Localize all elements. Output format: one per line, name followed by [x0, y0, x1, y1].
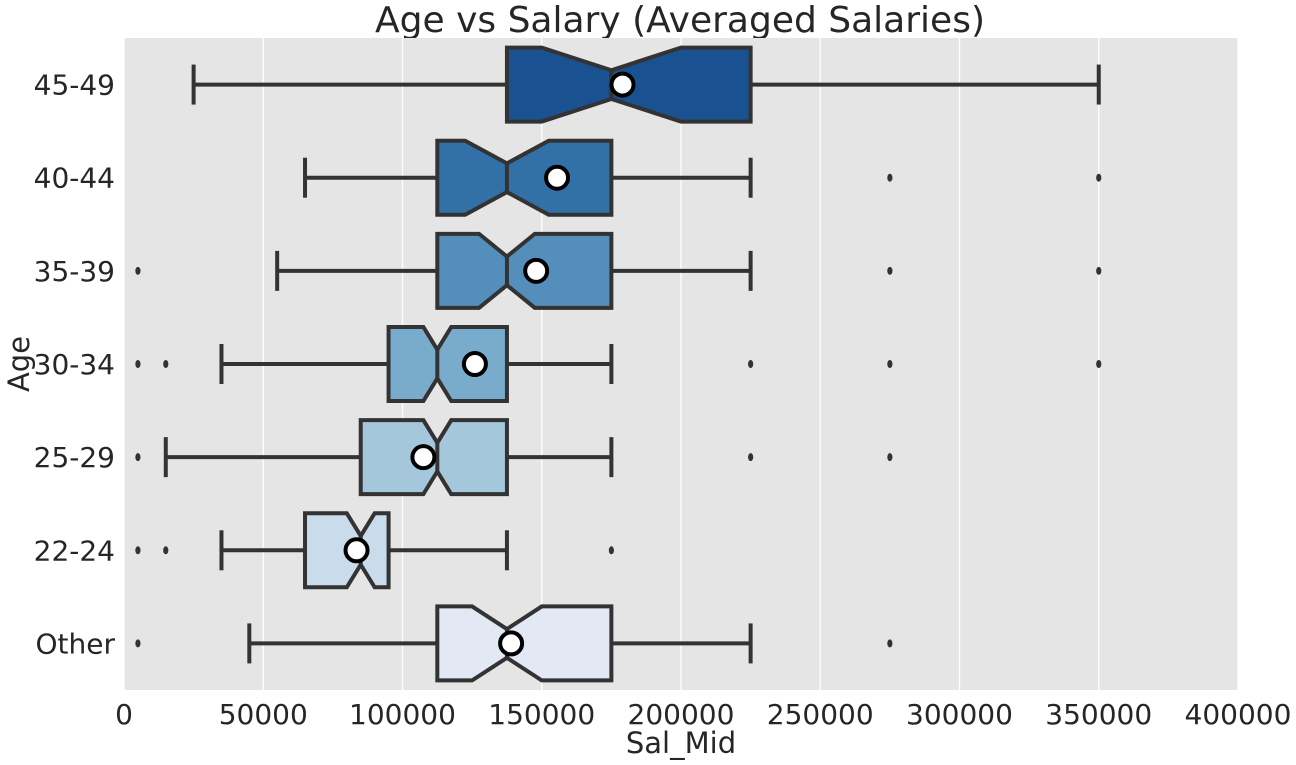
x-axis-label: Sal_Mid [626, 726, 736, 760]
x-tick-label: 0 [115, 698, 133, 731]
outlier-point [1096, 360, 1102, 368]
outlier-point [887, 453, 893, 462]
mean-marker [343, 537, 370, 564]
x-tick-label: 50000 [219, 698, 308, 731]
x-tick-label: 150000 [488, 698, 595, 731]
x-tick-label: 250000 [767, 698, 874, 731]
outlier-point [163, 546, 169, 555]
mean-marker [544, 164, 571, 191]
outlier-point [1096, 173, 1102, 182]
outlier-point [748, 360, 754, 368]
outlier-point [135, 266, 141, 275]
notched-box [435, 138, 614, 217]
mean-marker [523, 257, 550, 284]
box-group [303, 138, 1102, 217]
mean-marker [461, 351, 488, 377]
outlier-point [135, 546, 141, 555]
notched-box [435, 604, 614, 683]
y-tick-label: 25-29 [34, 441, 115, 474]
y-axis-label: Age [2, 336, 36, 392]
outlier-point [135, 453, 141, 462]
outlier-point [1096, 266, 1102, 275]
outlier-point [887, 360, 893, 368]
outlier-point [887, 173, 893, 182]
x-tick-label: 300000 [906, 698, 1013, 731]
outlier-point [135, 360, 141, 368]
box-group [135, 511, 614, 590]
box-group [135, 231, 1102, 310]
mean-marker [498, 630, 525, 657]
y-tick-label: 40-44 [34, 162, 115, 195]
outlier-point [163, 360, 169, 368]
outlier-point [608, 546, 614, 555]
x-tick-label: 400000 [1185, 698, 1292, 731]
box-group [135, 325, 1102, 403]
mean-marker [410, 444, 437, 471]
outlier-point [887, 266, 893, 275]
box-group [191, 45, 1101, 124]
box-series [135, 45, 1102, 683]
x-axis-ticks: 0 50000 100000 150000 200000 250000 300000 3500… [115, 698, 1291, 731]
y-tick-label: Other [35, 627, 115, 660]
y-axis-ticks: 45-49 40-44 35-39 30-34 25-29 22-24 Other [34, 69, 116, 661]
x-tick-label: 200000 [628, 698, 735, 731]
chart-title: Age vs Salary (Averaged Salaries) [375, 0, 985, 41]
y-tick-label: 22-24 [34, 534, 115, 567]
mean-marker [609, 71, 636, 98]
y-tick-label: 35-39 [34, 255, 115, 288]
box-group [135, 604, 893, 683]
outlier-point [887, 639, 893, 648]
y-tick-label: 45-49 [34, 69, 115, 102]
outlier-point [135, 639, 141, 648]
box-group [135, 418, 893, 497]
y-tick-label: 30-34 [34, 348, 115, 381]
x-tick-label: 100000 [349, 698, 456, 731]
x-tick-label: 350000 [1045, 698, 1152, 731]
outlier-point [748, 453, 754, 462]
notched-box [386, 325, 509, 403]
